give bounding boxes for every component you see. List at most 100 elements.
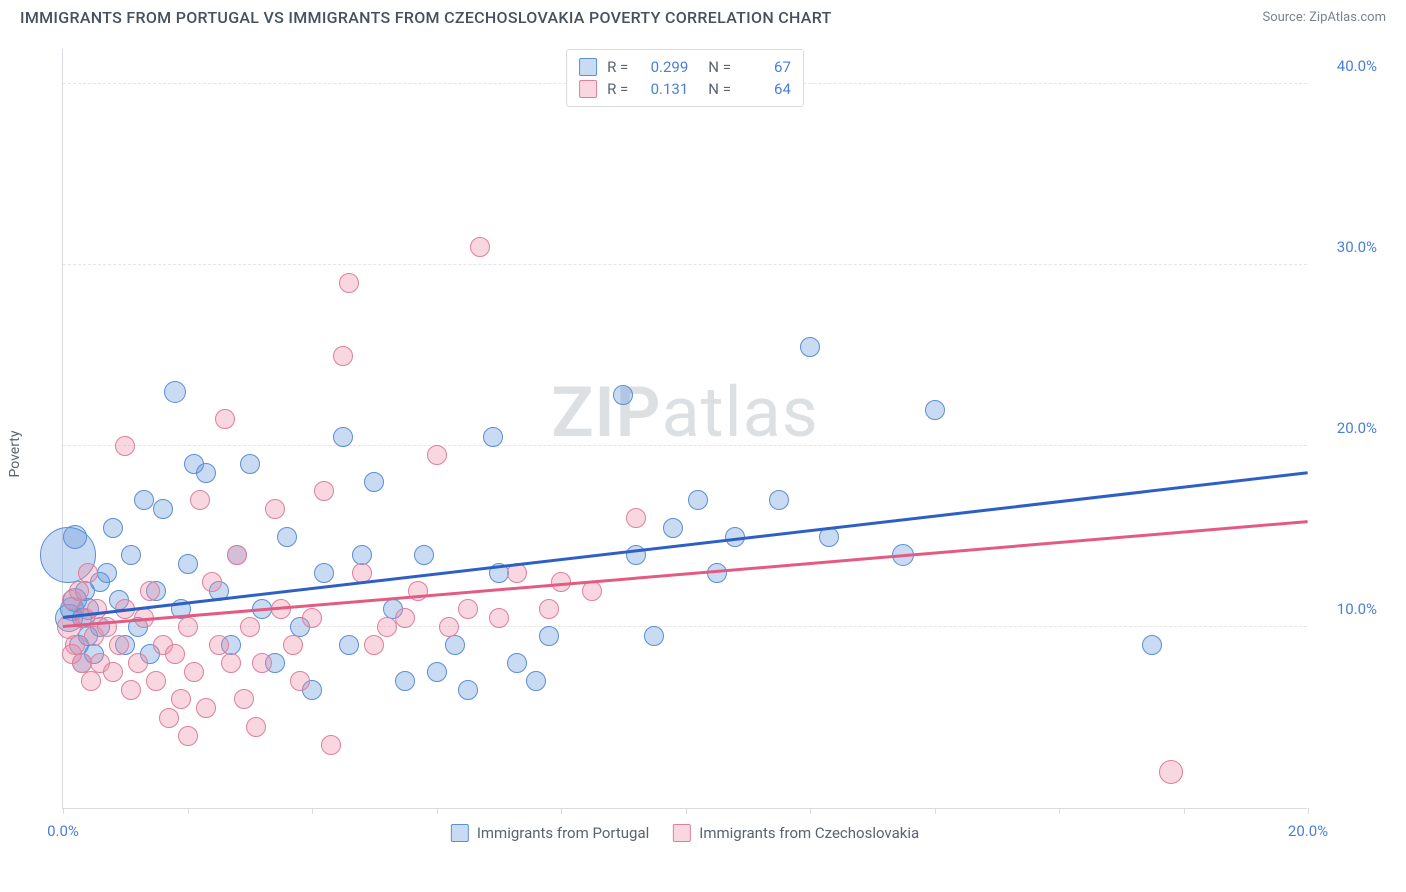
data-point [395, 671, 415, 691]
legend-series-item: Immigrants from Portugal [451, 824, 649, 842]
data-point [483, 427, 503, 447]
legend-stat-row: R =0.131N =64 [579, 78, 791, 100]
data-point [103, 518, 123, 538]
data-point [165, 644, 185, 664]
trendline [63, 520, 1308, 627]
x-tick [437, 808, 438, 814]
data-point [202, 572, 222, 592]
data-point [78, 563, 98, 583]
data-point [69, 581, 89, 601]
data-point [769, 490, 789, 510]
data-point [221, 653, 241, 673]
data-point [489, 608, 509, 628]
data-point [290, 671, 310, 691]
data-point [302, 608, 322, 628]
legend-swatch [579, 80, 597, 98]
legend-swatch [673, 824, 691, 842]
data-point [377, 617, 397, 637]
data-point [352, 545, 372, 565]
y-tick-label: 20.0% [1337, 419, 1377, 437]
x-tick [63, 808, 64, 814]
data-point [688, 490, 708, 510]
data-point [190, 490, 210, 510]
legend-stats: R =0.299N =67R =0.131N =64 [566, 49, 804, 107]
data-point [613, 385, 633, 405]
data-point [164, 381, 186, 403]
x-tick-label: 0.0% [47, 822, 79, 840]
data-point [339, 635, 359, 655]
data-point [445, 635, 465, 655]
data-point [227, 545, 247, 565]
data-point [364, 472, 384, 492]
data-point [140, 581, 160, 601]
x-tick [1184, 808, 1185, 814]
data-point [539, 626, 559, 646]
data-point [240, 454, 260, 474]
chart-source: Source: ZipAtlas.com [1262, 10, 1386, 25]
x-tick [935, 808, 936, 814]
x-tick [686, 808, 687, 814]
watermark-text: ZIPatlas [551, 372, 819, 454]
data-point [62, 644, 82, 664]
chart-wrap: Poverty ZIPatlas R =0.299N =67R =0.131N … [20, 39, 1386, 869]
data-point [582, 581, 602, 601]
data-point [171, 689, 191, 709]
data-point [458, 680, 478, 700]
data-point [283, 635, 303, 655]
data-point [178, 617, 198, 637]
data-point [925, 400, 945, 420]
data-point [184, 662, 204, 682]
x-tick [1308, 808, 1309, 814]
gridline [63, 445, 1307, 446]
data-point [159, 708, 179, 728]
data-point [128, 653, 148, 673]
data-point [240, 617, 260, 637]
data-point [121, 545, 141, 565]
data-point [252, 653, 272, 673]
data-point [333, 346, 353, 366]
data-point [153, 499, 173, 519]
legend-stat-row: R =0.299N =67 [579, 56, 791, 78]
data-point [277, 527, 297, 547]
data-point [439, 617, 459, 637]
data-point [146, 671, 166, 691]
data-point [209, 635, 229, 655]
data-point [246, 717, 266, 737]
data-point [196, 463, 216, 483]
y-axis-label: Poverty [7, 430, 23, 477]
data-point [265, 499, 285, 519]
x-tick [1059, 808, 1060, 814]
data-point [134, 490, 154, 510]
data-point [507, 653, 527, 673]
data-point [121, 680, 141, 700]
y-tick-label: 40.0% [1337, 57, 1377, 75]
chart-title: IMMIGRANTS FROM PORTUGAL VS IMMIGRANTS F… [20, 8, 832, 27]
data-point [333, 427, 353, 447]
x-tick [188, 808, 189, 814]
data-point [103, 662, 123, 682]
data-point [115, 436, 135, 456]
gridline [63, 264, 1307, 265]
y-tick-label: 10.0% [1337, 600, 1377, 618]
data-point [663, 518, 683, 538]
trendline [63, 471, 1308, 618]
data-point [321, 735, 341, 755]
data-point [339, 273, 359, 293]
data-point [87, 599, 107, 619]
y-tick-label: 30.0% [1337, 238, 1377, 256]
data-point [395, 608, 415, 628]
data-point [314, 481, 334, 501]
data-point [178, 554, 198, 574]
x-tick [810, 808, 811, 814]
data-point [414, 545, 434, 565]
plot-area: ZIPatlas R =0.299N =67R =0.131N =64 Immi… [62, 49, 1307, 809]
data-point [364, 635, 384, 655]
data-point [470, 237, 490, 257]
data-point [178, 726, 198, 746]
data-point [427, 445, 447, 465]
data-point [1159, 760, 1183, 784]
x-tick-label: 20.0% [1288, 822, 1328, 840]
legend-series-item: Immigrants from Czechoslovakia [673, 824, 919, 842]
data-point [458, 599, 478, 619]
data-point [215, 409, 235, 429]
